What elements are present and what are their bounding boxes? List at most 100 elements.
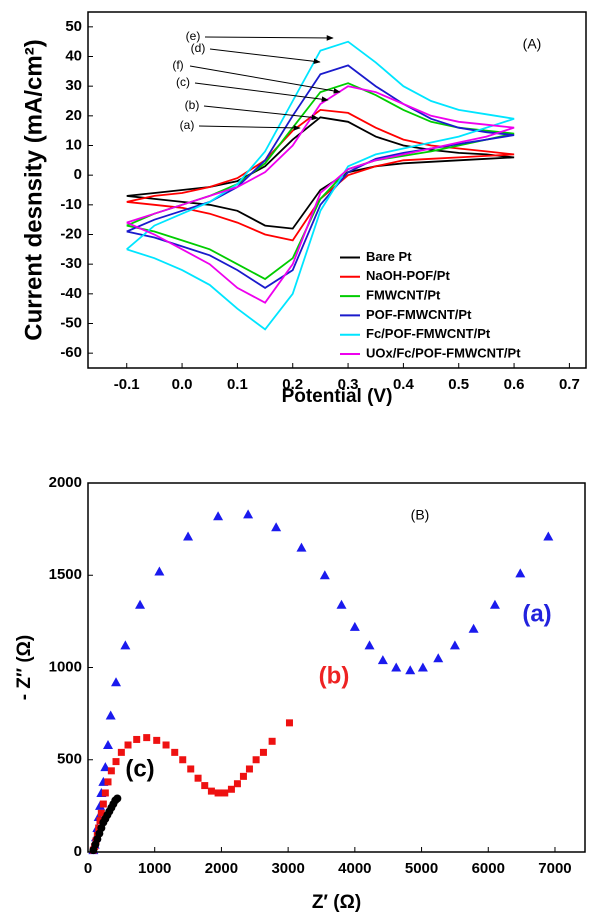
x-tick-label: 0.2	[282, 376, 303, 393]
legend-label: POF-FMWCNT/Pt	[366, 307, 472, 322]
point	[194, 774, 202, 782]
point	[100, 762, 111, 772]
x-tick-label: 3000	[271, 860, 304, 877]
point	[183, 531, 194, 541]
point	[227, 785, 235, 793]
panel-label: (B)	[411, 507, 430, 523]
y-tick-label: 20	[65, 107, 82, 124]
point	[214, 789, 222, 797]
point	[97, 809, 105, 817]
x-tick-label: 0.6	[504, 376, 525, 393]
point	[221, 789, 229, 797]
y-tick-label: 1500	[49, 566, 82, 583]
point	[515, 568, 526, 578]
point	[433, 653, 444, 663]
point	[99, 800, 107, 808]
point	[101, 789, 109, 797]
x-axis-title: Potential (V)	[282, 386, 393, 407]
point	[252, 756, 260, 764]
point	[103, 739, 114, 749]
point	[233, 780, 241, 788]
annotation-arrow	[203, 105, 319, 121]
series-label: (b)	[319, 662, 350, 689]
x-tick-label: 4000	[338, 860, 371, 877]
legend-label: Bare Pt	[366, 249, 412, 264]
point	[543, 531, 554, 541]
annotation-arrow	[189, 65, 341, 94]
y-tick-label: 30	[65, 77, 82, 94]
x-tick-label: 5000	[405, 860, 438, 877]
annotation-arrow	[204, 35, 334, 41]
point	[153, 736, 161, 744]
point	[117, 748, 125, 756]
point	[105, 710, 116, 720]
cv-curve	[126, 85, 515, 304]
legend-label: FMWCNT/Pt	[366, 288, 441, 303]
annotation-arrow	[198, 125, 301, 131]
x-tick-label: 0.7	[559, 376, 580, 393]
axes-frame	[87, 482, 586, 853]
point	[187, 765, 195, 773]
plot-area	[88, 509, 554, 855]
point	[259, 748, 267, 756]
y-tick-label: 10	[65, 136, 82, 153]
cv-curve	[126, 108, 515, 242]
annotation-arrow	[194, 82, 329, 102]
point	[245, 765, 253, 773]
point	[449, 640, 460, 650]
point	[207, 787, 215, 795]
point	[391, 662, 402, 672]
point	[154, 566, 165, 576]
y-tick-label: 2000	[49, 474, 82, 491]
point	[213, 511, 224, 521]
y-tick-label: -60	[60, 344, 82, 361]
point	[201, 782, 209, 790]
y-tick-label: 0	[74, 166, 82, 183]
x-tick-label: 1000	[138, 860, 171, 877]
y-tick-label: -40	[60, 285, 82, 302]
point	[468, 623, 479, 633]
point	[112, 758, 120, 766]
legend-label: UOx/Fc/POF-FMWCNT/Pt	[366, 345, 521, 360]
axes-frame	[87, 11, 587, 369]
y-axis-title: - Z″ (Ω)	[14, 635, 35, 700]
y-tick-label: 0	[74, 843, 82, 860]
x-tick-label: 0.4	[393, 376, 415, 393]
point	[243, 509, 254, 519]
annotation-arrow	[209, 48, 321, 65]
point	[135, 599, 146, 609]
point	[143, 734, 151, 742]
y-tick-label: -10	[60, 196, 82, 213]
panel-label: (A)	[523, 36, 542, 52]
point	[417, 662, 428, 672]
point	[133, 735, 141, 743]
x-tick-label: 2000	[205, 860, 238, 877]
series-label: (c)	[125, 755, 154, 782]
series-label: (a)	[522, 600, 551, 627]
point	[271, 522, 282, 532]
x-tick-label: 0.5	[448, 376, 469, 393]
point	[104, 778, 112, 786]
point	[268, 737, 276, 745]
y-tick-label: -20	[60, 225, 82, 242]
point	[113, 794, 122, 803]
point	[162, 741, 170, 749]
point	[489, 599, 500, 609]
y-axis-title: Current desnsity (mA/cm²)	[20, 39, 47, 340]
point	[171, 748, 179, 756]
curve-label: (d)	[191, 41, 206, 55]
curve-label: (a)	[180, 118, 195, 132]
point	[285, 719, 293, 727]
y-tick-label: -50	[60, 314, 82, 331]
y-tick-label: 40	[65, 47, 82, 64]
x-tick-label: 0.1	[227, 376, 248, 393]
y-tick-label: -30	[60, 255, 82, 272]
curve-label: (f)	[172, 58, 183, 72]
legend-label: Fc/POF-FMWCNT/Pt	[366, 326, 491, 341]
point	[336, 599, 347, 609]
x-tick-label: 0	[84, 860, 92, 877]
curve-label: (c)	[176, 75, 190, 89]
cv-curve	[126, 64, 515, 289]
